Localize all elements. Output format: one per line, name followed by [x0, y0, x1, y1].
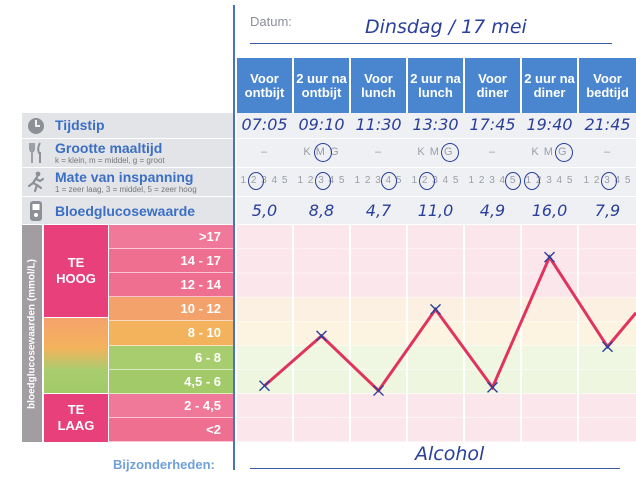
row-label-time: Tijdstip	[22, 113, 233, 138]
glucose-value[interactable]: 7,9	[594, 201, 621, 220]
row-label-glucose: Bloedglucosewaarde	[22, 197, 233, 224]
row-title-effort: Mate van inspanning	[55, 169, 194, 185]
meal-selected-circle	[554, 143, 573, 162]
plot-band-bg	[237, 225, 636, 250]
meal-cell[interactable]: –	[260, 146, 269, 158]
notes-value[interactable]: Alcohol	[415, 443, 485, 465]
meal-selected-circle	[440, 143, 459, 162]
plot-band-bg	[237, 345, 636, 370]
date-label: Datum:	[250, 14, 292, 29]
glucose-value[interactable]: 8,8	[308, 201, 335, 220]
glucose-point-marker	[487, 381, 498, 393]
zone-te-hoog: TE HOOG	[44, 225, 108, 317]
meal-cell[interactable]: –	[374, 146, 383, 158]
glucose-point-marker	[544, 251, 555, 263]
col-header-na-lunch: 2 uur na lunch	[408, 58, 463, 113]
effort-selected-circle	[314, 172, 331, 190]
effort-selected-circle	[523, 172, 540, 190]
cutlery-icon	[22, 139, 50, 167]
time-value[interactable]: 07:05	[241, 115, 288, 134]
time-value[interactable]: 09:10	[298, 115, 345, 134]
range-band: 12 - 14	[109, 273, 233, 298]
range-band: 4,5 - 6	[109, 369, 233, 394]
row-subtitle-effort: 1 = zeer laag, 3 = middel, 5 = zeer hoog	[55, 185, 197, 194]
date-line	[250, 43, 612, 44]
zone-te-laag: TE LAAG	[44, 394, 108, 442]
range-band: 14 - 17	[109, 249, 233, 274]
glucose-point-marker	[259, 380, 270, 392]
glucose-chart	[237, 225, 636, 442]
range-band: 8 - 10	[109, 321, 233, 346]
range-band: 6 - 8	[109, 345, 233, 370]
glucose-point-marker	[430, 303, 441, 315]
time-row	[237, 113, 636, 138]
row-title-meal: Grootte maaltijd	[55, 140, 163, 156]
glucose-point-marker	[373, 385, 384, 397]
effort-selected-circle	[381, 172, 397, 190]
range-band: <2	[109, 417, 233, 442]
glucose-value[interactable]: 5,0	[251, 201, 278, 220]
plot-band-bg	[237, 321, 636, 346]
time-value[interactable]: 19:40	[526, 115, 573, 134]
vertical-divider	[233, 5, 235, 470]
plot-band-bg	[237, 369, 636, 394]
clock-icon	[22, 113, 50, 138]
glucose-value[interactable]: 4,9	[479, 201, 506, 220]
plot-band-bg	[237, 393, 636, 418]
zone-label-hoog: TE HOOG	[56, 255, 96, 286]
notes-label: Bijzonderheden:	[113, 457, 215, 472]
glucose-value[interactable]: 16,0	[531, 201, 568, 220]
glucose-line	[263, 253, 636, 393]
row-title-glucose: Bloedglucosewaarde	[55, 203, 196, 219]
y-axis-label: bloedglucosewaarden (mmol/L)	[22, 225, 42, 442]
plot-band-bg	[237, 249, 636, 274]
date-value[interactable]: Dinsdag / 17 mei	[365, 16, 527, 38]
col-header-voor-diner: Voor diner	[465, 58, 520, 113]
glucose-value[interactable]: 11,0	[417, 201, 454, 220]
range-band: 10 - 12	[109, 297, 233, 322]
effort-cell[interactable]: 1 2 3 4 5	[240, 175, 289, 186]
glucose-point-marker	[602, 341, 613, 353]
effort-selected-circle	[419, 172, 435, 190]
range-band: 2 - 4,5	[109, 393, 233, 418]
range-band: >17	[109, 225, 233, 250]
glucose-point-marker	[316, 330, 327, 342]
meal-cell[interactable]: –	[603, 146, 612, 158]
time-value[interactable]: 17:45	[469, 115, 516, 134]
col-header-na-ontbijt: 2 uur na ontbijt	[294, 58, 349, 113]
time-value[interactable]: 13:30	[412, 115, 459, 134]
row-label-effort: Mate van inspanning 1 = zeer laag, 3 = m…	[22, 168, 233, 196]
plot-band-bg	[237, 417, 636, 442]
glucose-value[interactable]: 4,7	[365, 201, 392, 220]
col-header-voor-ontbijt: Voor ontbijt	[237, 58, 292, 113]
runner-icon	[22, 168, 50, 196]
time-value[interactable]: 21:45	[584, 115, 631, 134]
glucose-meter-icon	[22, 197, 50, 224]
effort-selected-circle	[248, 172, 264, 190]
col-header-na-diner: 2 uur na diner	[522, 58, 577, 113]
row-label-meal: Grootte maaltijd k = klein, m = middel, …	[22, 139, 233, 167]
effort-row	[237, 168, 636, 196]
effort-cell[interactable]: 1 2 3 4 5	[468, 175, 517, 186]
row-title-time: Tijdstip	[55, 117, 105, 133]
zone-normal	[44, 318, 108, 393]
row-subtitle-meal: k = klein, m = middel, g = groot	[55, 156, 165, 165]
effort-selected-circle	[600, 172, 617, 190]
effort-selected-circle	[504, 172, 521, 190]
zone-label-laag: TE LAAG	[57, 402, 95, 433]
effort-cell[interactable]: 1 2 3 4 5	[525, 175, 574, 186]
plot-band-bg	[237, 273, 636, 298]
effort-cell[interactable]: 1 2 3 4 5	[411, 175, 460, 186]
effort-cell[interactable]: 1 2 3 4 5	[354, 175, 403, 186]
time-value[interactable]: 11:30	[355, 115, 402, 134]
col-header-voor-lunch: Voor lunch	[351, 58, 406, 113]
meal-cell[interactable]: –	[488, 146, 497, 158]
col-header-voor-bedtijd: Voor bedtijd	[579, 58, 636, 113]
glucose-row	[237, 197, 636, 224]
notes-line	[250, 468, 620, 469]
meal-selected-circle	[313, 143, 332, 162]
